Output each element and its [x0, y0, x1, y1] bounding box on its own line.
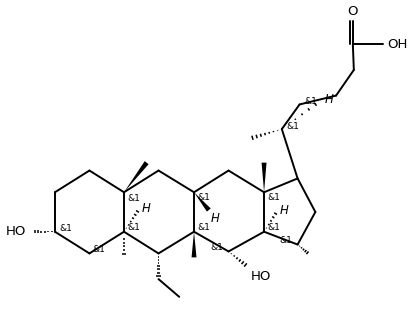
Polygon shape: [124, 161, 148, 192]
Text: &1: &1: [280, 236, 293, 245]
Polygon shape: [194, 192, 211, 212]
Text: HO: HO: [6, 225, 26, 238]
Text: &1: &1: [127, 223, 140, 232]
Polygon shape: [261, 163, 266, 192]
Text: H: H: [324, 93, 333, 106]
Text: OH: OH: [387, 38, 408, 51]
Text: H: H: [142, 202, 151, 214]
Text: &1: &1: [267, 193, 280, 202]
Polygon shape: [191, 232, 196, 257]
Text: H: H: [280, 203, 289, 217]
Text: HO: HO: [251, 270, 271, 283]
Text: &1: &1: [267, 223, 280, 232]
Text: &1: &1: [127, 194, 140, 203]
Text: &1: &1: [197, 223, 210, 232]
Text: O: O: [348, 5, 358, 18]
Text: &1: &1: [197, 193, 210, 202]
Text: &1: &1: [60, 224, 73, 233]
Text: &1: &1: [211, 243, 224, 252]
Text: &1: &1: [304, 97, 317, 106]
Text: &1: &1: [287, 122, 300, 131]
Text: H: H: [211, 212, 220, 225]
Text: &1: &1: [93, 245, 105, 254]
